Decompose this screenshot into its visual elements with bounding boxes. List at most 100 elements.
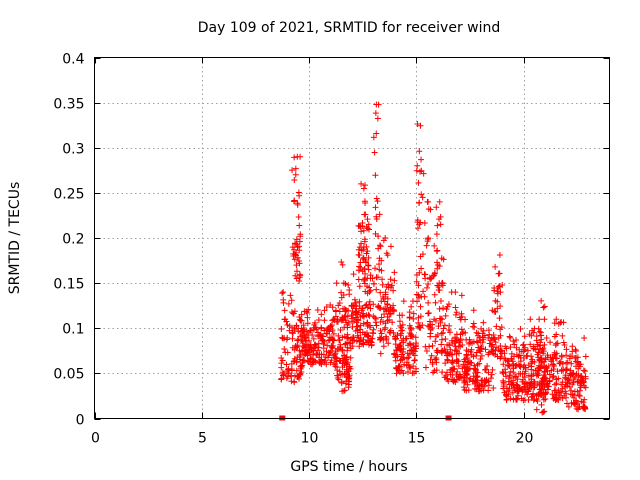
data-point (538, 401, 545, 408)
data-point (305, 332, 312, 339)
data-point (378, 298, 385, 305)
data-point (283, 318, 290, 325)
data-point (389, 319, 396, 326)
data-point (296, 192, 303, 199)
data-point (350, 318, 357, 325)
data-point (556, 360, 563, 367)
data-point (297, 272, 304, 279)
data-point (336, 368, 343, 375)
data-point (568, 387, 575, 394)
data-point (368, 335, 375, 342)
data-point (295, 258, 302, 265)
data-point (349, 337, 356, 344)
data-point (475, 332, 482, 339)
data-point (280, 296, 287, 303)
data-point (550, 361, 557, 368)
data-point (335, 332, 342, 339)
data-point (347, 354, 354, 361)
data-point (366, 298, 373, 305)
data-point (575, 406, 582, 413)
data-point (291, 246, 298, 253)
data-point (524, 347, 531, 354)
data-point (527, 316, 534, 323)
data-point (551, 320, 558, 327)
data-point (458, 310, 465, 317)
data-point (542, 375, 549, 382)
data-point (287, 292, 294, 299)
data-point (397, 332, 404, 339)
data-point (291, 357, 298, 364)
data-point (521, 370, 528, 377)
data-point (334, 316, 341, 323)
data-point (540, 378, 547, 385)
data-point (495, 270, 502, 277)
data-point (537, 339, 544, 346)
data-point (331, 351, 338, 358)
data-point (412, 334, 419, 341)
data-point (488, 371, 495, 378)
y-tick-label: 0 (76, 413, 85, 429)
data-point (377, 243, 384, 250)
data-point (422, 364, 429, 371)
data-point (367, 287, 374, 294)
data-point (425, 310, 432, 317)
data-point (373, 322, 380, 329)
x-axis-label: GPS time / hours (290, 459, 407, 475)
data-point (410, 315, 417, 322)
data-point (314, 306, 321, 313)
x-tick-label: 20 (516, 431, 534, 447)
data-point (371, 314, 378, 321)
data-point (334, 318, 341, 325)
data-point (353, 338, 360, 345)
data-point (279, 357, 286, 364)
data-point (370, 313, 377, 320)
data-point (581, 396, 588, 403)
data-point (497, 289, 504, 296)
data-point (541, 408, 548, 415)
data-point (521, 374, 528, 381)
data-point (543, 335, 550, 342)
data-point (352, 328, 359, 335)
data-point (303, 329, 310, 336)
data-point (358, 247, 365, 254)
data-point (301, 344, 308, 351)
data-point (345, 335, 352, 342)
data-point (387, 276, 394, 283)
data-point (321, 317, 328, 324)
data-point (497, 332, 504, 339)
data-point (364, 290, 371, 297)
data-point (461, 379, 468, 386)
data-point (449, 351, 456, 358)
data-point (293, 268, 300, 275)
data-point (336, 308, 343, 315)
chart-title: Day 109 of 2021, SRMTID for receiver win… (198, 20, 501, 36)
data-point (502, 366, 509, 373)
data-point (411, 357, 418, 364)
data-point (540, 304, 547, 311)
data-point (502, 373, 509, 380)
x-tick-label: 0 (91, 431, 100, 447)
data-point (503, 345, 510, 352)
data-point (534, 398, 541, 405)
data-point (303, 341, 310, 348)
data-point (357, 313, 364, 320)
data-point (581, 335, 588, 342)
data-point (498, 324, 505, 331)
data-point (328, 322, 335, 329)
data-point (377, 289, 384, 296)
data-point (291, 197, 298, 204)
data-point (574, 378, 581, 385)
data-point (384, 301, 391, 308)
data-point (397, 357, 404, 364)
data-point (548, 367, 555, 374)
data-point (425, 281, 432, 288)
data-point (364, 304, 371, 311)
data-point (393, 346, 400, 353)
data-point (403, 362, 410, 369)
data-point (469, 323, 476, 330)
data-point (462, 329, 469, 336)
data-point (407, 325, 414, 332)
data-point (530, 382, 537, 389)
data-point (507, 334, 514, 341)
data-point (416, 324, 423, 331)
